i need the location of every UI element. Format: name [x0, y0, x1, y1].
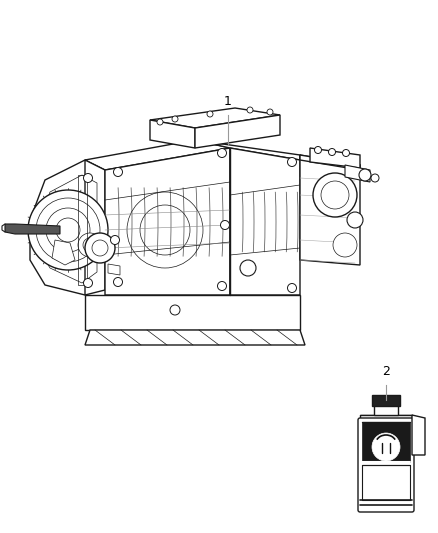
Circle shape [85, 233, 115, 263]
Circle shape [287, 157, 297, 166]
Circle shape [84, 174, 92, 182]
Polygon shape [195, 115, 280, 148]
Circle shape [218, 149, 226, 157]
Circle shape [240, 260, 256, 276]
Circle shape [333, 233, 357, 257]
Polygon shape [108, 264, 120, 275]
Polygon shape [5, 224, 60, 234]
Circle shape [113, 167, 123, 176]
Circle shape [343, 149, 350, 157]
Circle shape [172, 116, 178, 122]
Circle shape [287, 284, 297, 293]
Circle shape [78, 233, 102, 257]
Circle shape [267, 109, 273, 115]
Polygon shape [230, 148, 300, 295]
Polygon shape [85, 160, 105, 295]
Polygon shape [362, 465, 410, 500]
Polygon shape [30, 160, 105, 295]
Polygon shape [310, 148, 360, 168]
Circle shape [218, 281, 226, 290]
Polygon shape [150, 108, 280, 128]
Circle shape [157, 119, 163, 125]
Polygon shape [85, 140, 230, 170]
Circle shape [113, 278, 123, 287]
Polygon shape [105, 148, 230, 295]
Polygon shape [362, 422, 410, 462]
Circle shape [247, 107, 253, 113]
Polygon shape [52, 240, 75, 265]
Circle shape [359, 169, 371, 181]
Circle shape [314, 147, 321, 154]
Circle shape [220, 221, 230, 230]
Polygon shape [300, 155, 360, 170]
Circle shape [110, 236, 120, 245]
Circle shape [170, 305, 180, 315]
Circle shape [328, 149, 336, 156]
Polygon shape [345, 165, 370, 182]
Polygon shape [85, 330, 305, 345]
Polygon shape [300, 155, 360, 265]
Circle shape [207, 111, 213, 117]
Circle shape [84, 279, 92, 287]
Circle shape [347, 212, 363, 228]
Text: 1: 1 [224, 95, 232, 108]
Circle shape [313, 173, 357, 217]
Polygon shape [360, 415, 412, 505]
Polygon shape [85, 295, 300, 330]
FancyBboxPatch shape [358, 418, 414, 512]
Circle shape [28, 190, 108, 270]
Polygon shape [150, 120, 195, 148]
Polygon shape [195, 140, 300, 160]
Polygon shape [372, 395, 400, 406]
Text: 2: 2 [382, 365, 390, 378]
Circle shape [372, 433, 400, 461]
Polygon shape [412, 415, 425, 455]
Polygon shape [374, 405, 398, 415]
